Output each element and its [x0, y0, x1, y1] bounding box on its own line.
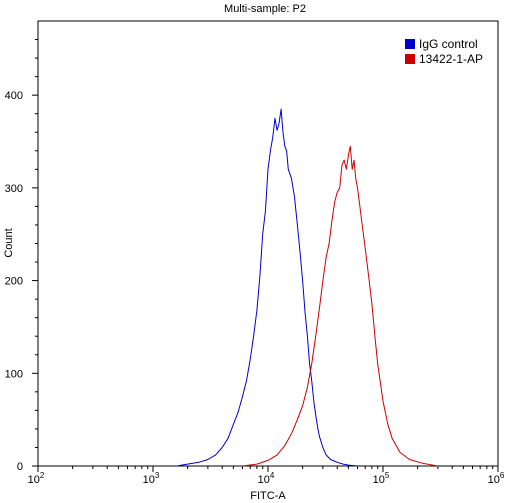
x-tick-label-0: 102 [28, 471, 45, 486]
plot-frame [37, 20, 499, 467]
x-tick-label-2: 104 [258, 471, 275, 486]
legend-swatch-13422-1-ap [405, 54, 415, 64]
series-line-0 [176, 108, 358, 467]
y-tick-label-2: 200 [5, 276, 23, 288]
legend-label-igg-control: IgG control [419, 37, 478, 51]
x-tick-label-3: 105 [373, 471, 390, 486]
series-layer [176, 108, 438, 467]
series-line-1 [242, 145, 438, 467]
chart-title: Multi-sample: P2 [224, 3, 306, 15]
y-tick-label-3: 300 [5, 183, 23, 195]
x-axis-label: FITC-A [250, 490, 286, 502]
legend-swatch-igg-control [405, 39, 415, 49]
legend-label-13422-1-ap: 13422-1-AP [419, 52, 483, 66]
y-tick-label-0: 0 [17, 461, 23, 473]
x-axis: 102 103 104 105 106 [28, 466, 505, 486]
x-tick-label-1: 103 [143, 471, 160, 486]
y-tick-label-4: 400 [5, 90, 23, 102]
y-tick-label-1: 100 [5, 368, 23, 380]
y-axis-label: Count [3, 228, 15, 257]
legend: IgG control 13422-1-AP [405, 37, 483, 66]
y-axis: 0 100 200 300 400 [5, 39, 38, 473]
x-tick-label-4: 106 [488, 471, 505, 486]
